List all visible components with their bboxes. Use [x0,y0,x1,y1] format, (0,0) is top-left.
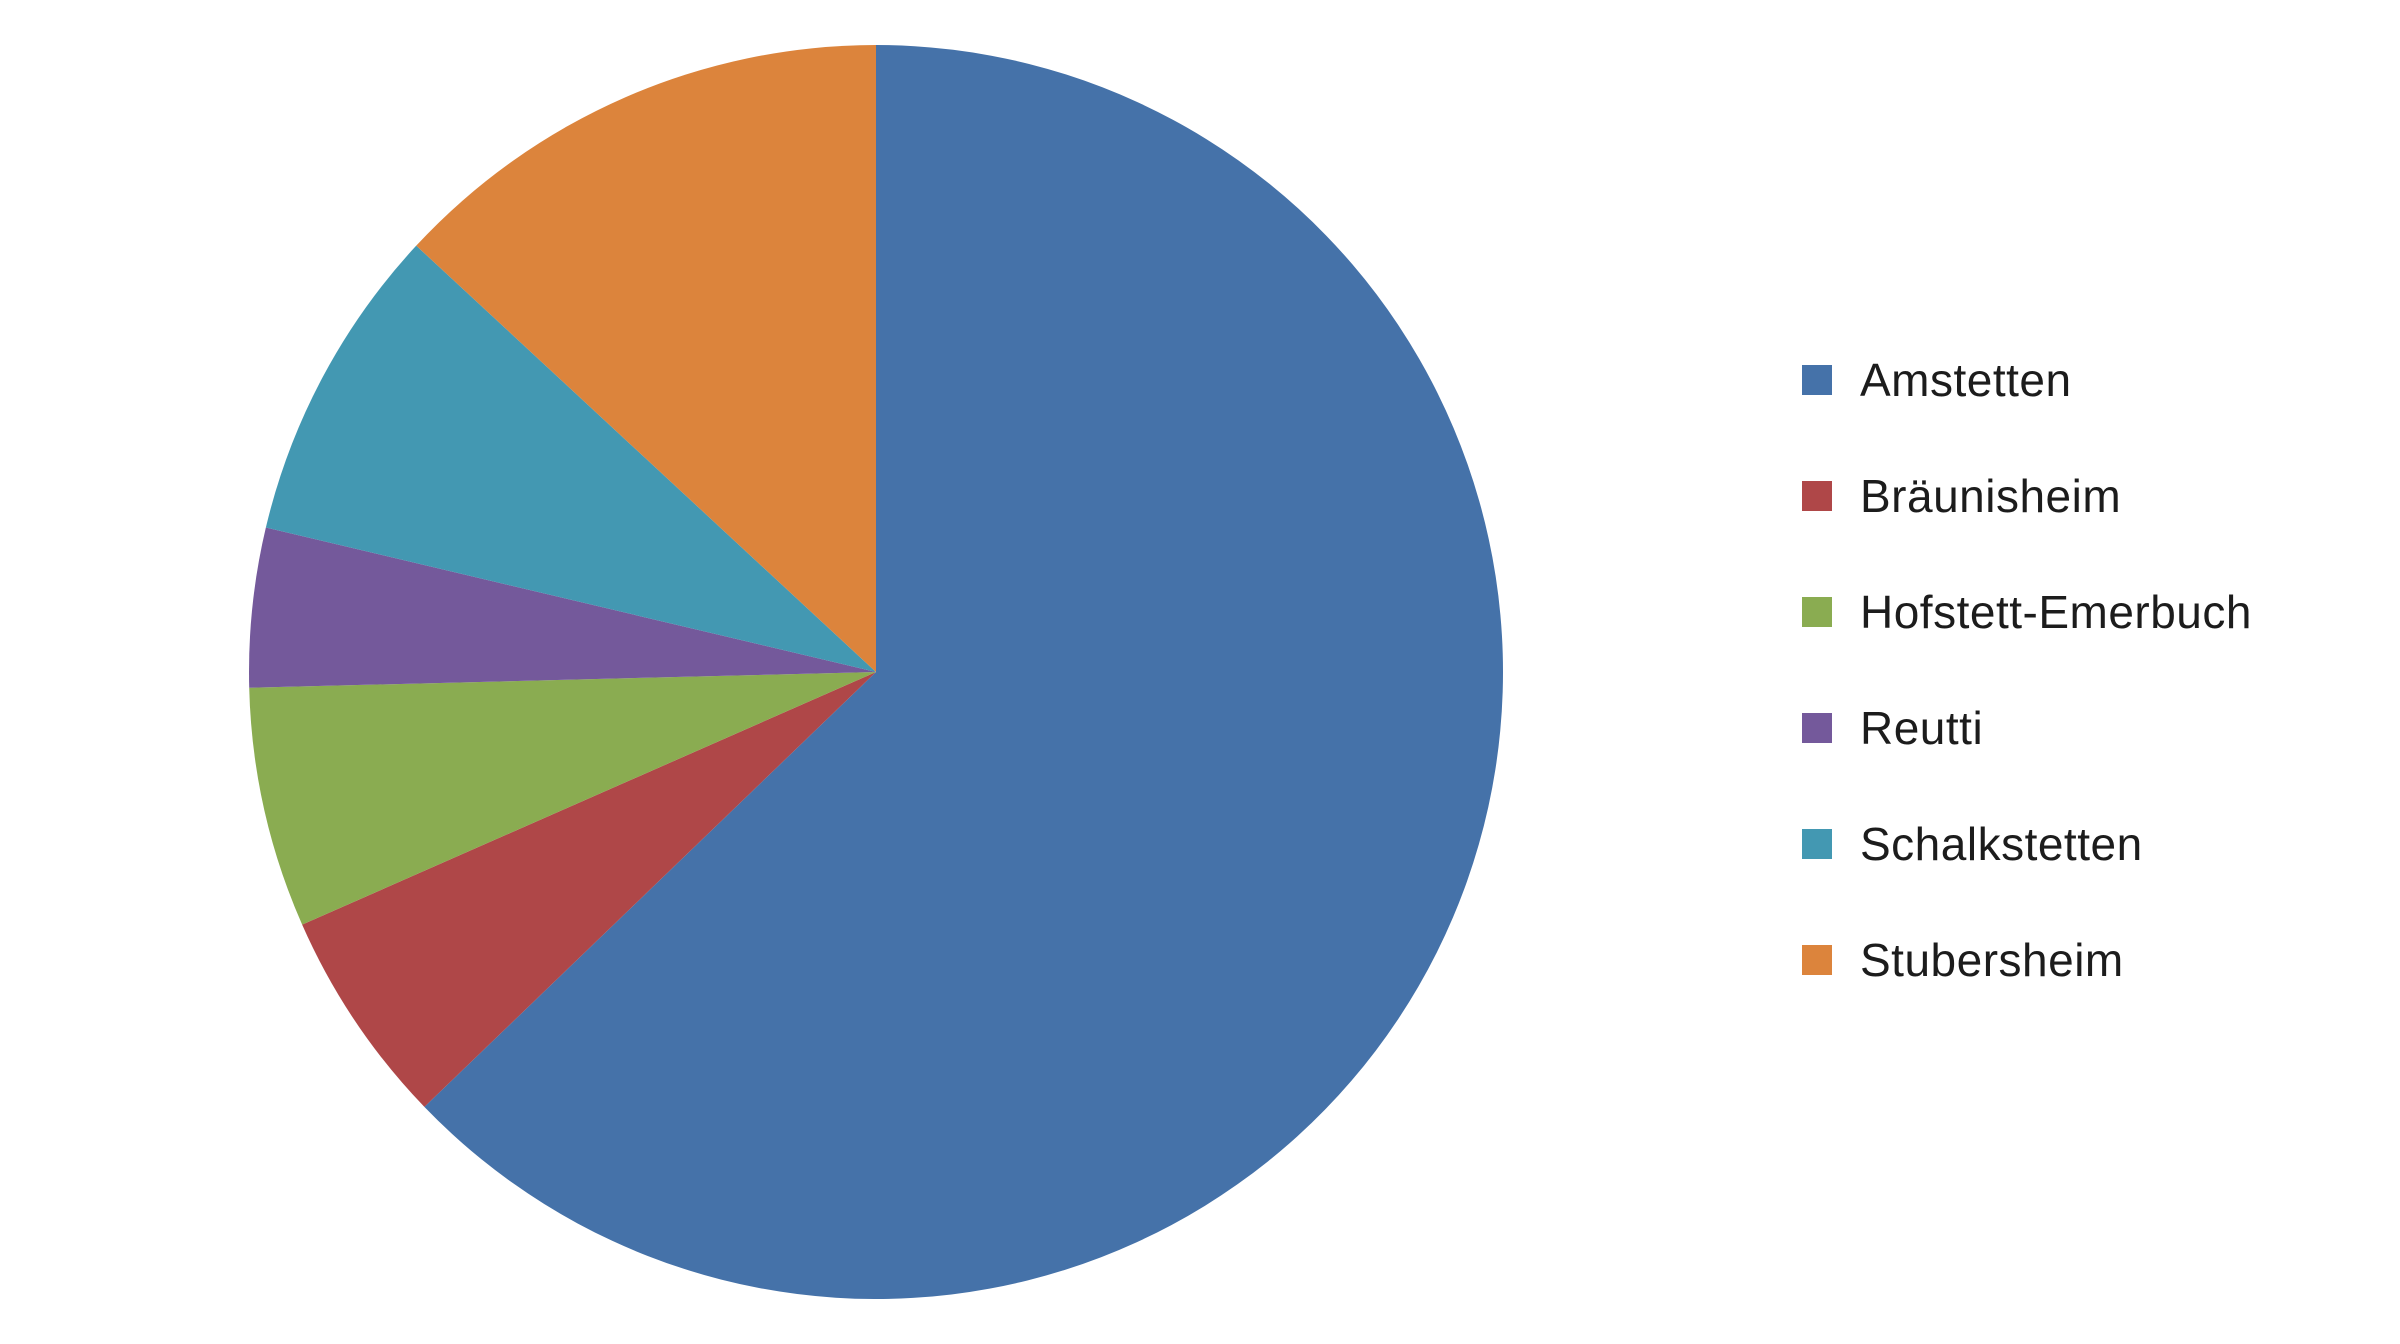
legend-label: Bräunisheim [1860,470,2122,522]
legend-label: Schalkstetten [1860,818,2143,870]
legend-item: Stubersheim [1802,935,2252,985]
legend-swatch [1802,829,1832,859]
pie-slice-bräunisheim [302,672,876,1107]
pie-slice-reutti [249,527,876,688]
legend-label: Hofstett-Emerbuch [1860,586,2252,638]
legend-swatch [1802,365,1832,395]
legend: Amstetten Bräunisheim Hofstett-Emerbuch … [1802,355,2252,1051]
pie-slice-hofstett-emerbuch [249,672,876,925]
legend-item: Reutti [1802,703,2252,753]
legend-swatch [1802,945,1832,975]
legend-swatch [1802,481,1832,511]
legend-item: Bräunisheim [1802,471,2252,521]
pie-slice-stubersheim [416,45,876,672]
legend-swatch [1802,713,1832,743]
legend-label: Amstetten [1860,354,2072,406]
legend-label: Reutti [1860,702,1984,754]
pie-slice-schalkstetten [265,245,876,673]
legend-label: Stubersheim [1860,934,2124,986]
legend-item: Schalkstetten [1802,819,2252,869]
legend-item: Hofstett-Emerbuch [1802,587,2252,637]
pie-slice-amstetten [424,45,1504,1299]
legend-swatch [1802,597,1832,627]
legend-item: Amstetten [1802,355,2252,405]
